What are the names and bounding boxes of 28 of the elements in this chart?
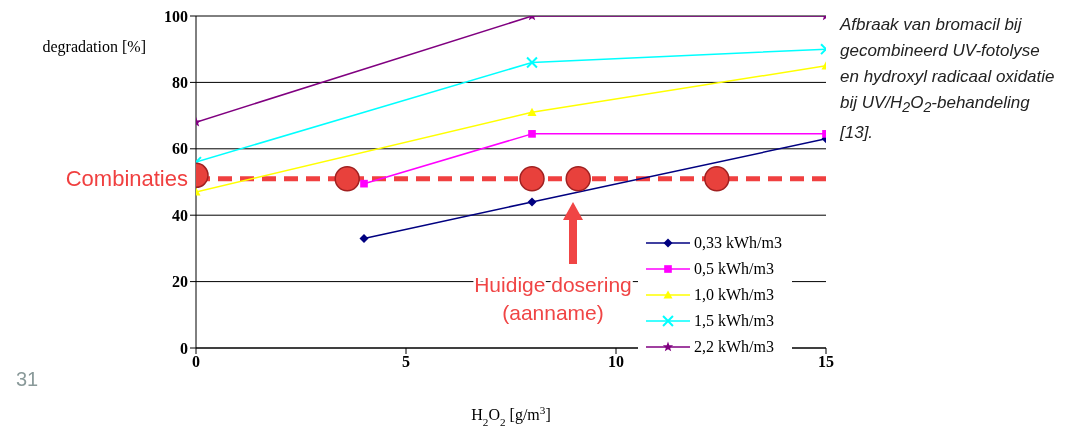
- legend-label: 0,5 kWh/m3: [694, 260, 774, 278]
- point: [528, 130, 536, 138]
- legend-label: 1,0 kWh/m3: [694, 286, 774, 304]
- x-tick-label: 0: [192, 353, 200, 371]
- point: [565, 165, 591, 192]
- text: 31: [16, 368, 39, 391]
- y-tick-label: 80: [172, 74, 188, 92]
- legend-label: 1,5 kWh/m3: [694, 312, 774, 330]
- y-tick-label: 40: [172, 206, 188, 224]
- x-tick-label: 15: [818, 353, 834, 371]
- point: [359, 233, 369, 243]
- point: [360, 179, 368, 188]
- y-tick-label: 100: [164, 7, 188, 25]
- y-tick-label: 60: [172, 140, 188, 158]
- legend-label: 0,33 kWh/m3: [694, 234, 782, 252]
- point: [527, 197, 537, 207]
- y-tick-label: 20: [172, 273, 188, 291]
- x-tick-label: 5: [402, 353, 410, 371]
- text: Afbraak van bromacil bij gecombineerd UV-fotolyse en hydroxyl radicaal oxidatie bij UV/H$_{2}$O$_{2}$-behandeling [13].: [840, 15, 1055, 143]
- legend-label: 2,2 kWh/m3: [694, 338, 774, 356]
- ref-line-label: Combinaties: [65, 166, 188, 192]
- y-tick-label: 0: [180, 339, 188, 357]
- point: [519, 165, 545, 192]
- x-tick-label: 10: [608, 353, 624, 371]
- point: [704, 165, 730, 192]
- y-axis-title: degradation [%]: [42, 38, 146, 56]
- point: [334, 165, 360, 192]
- x-axis-title: H$_{2}$O$_{2}$ [g/m$^{3}$]: [471, 404, 551, 428]
